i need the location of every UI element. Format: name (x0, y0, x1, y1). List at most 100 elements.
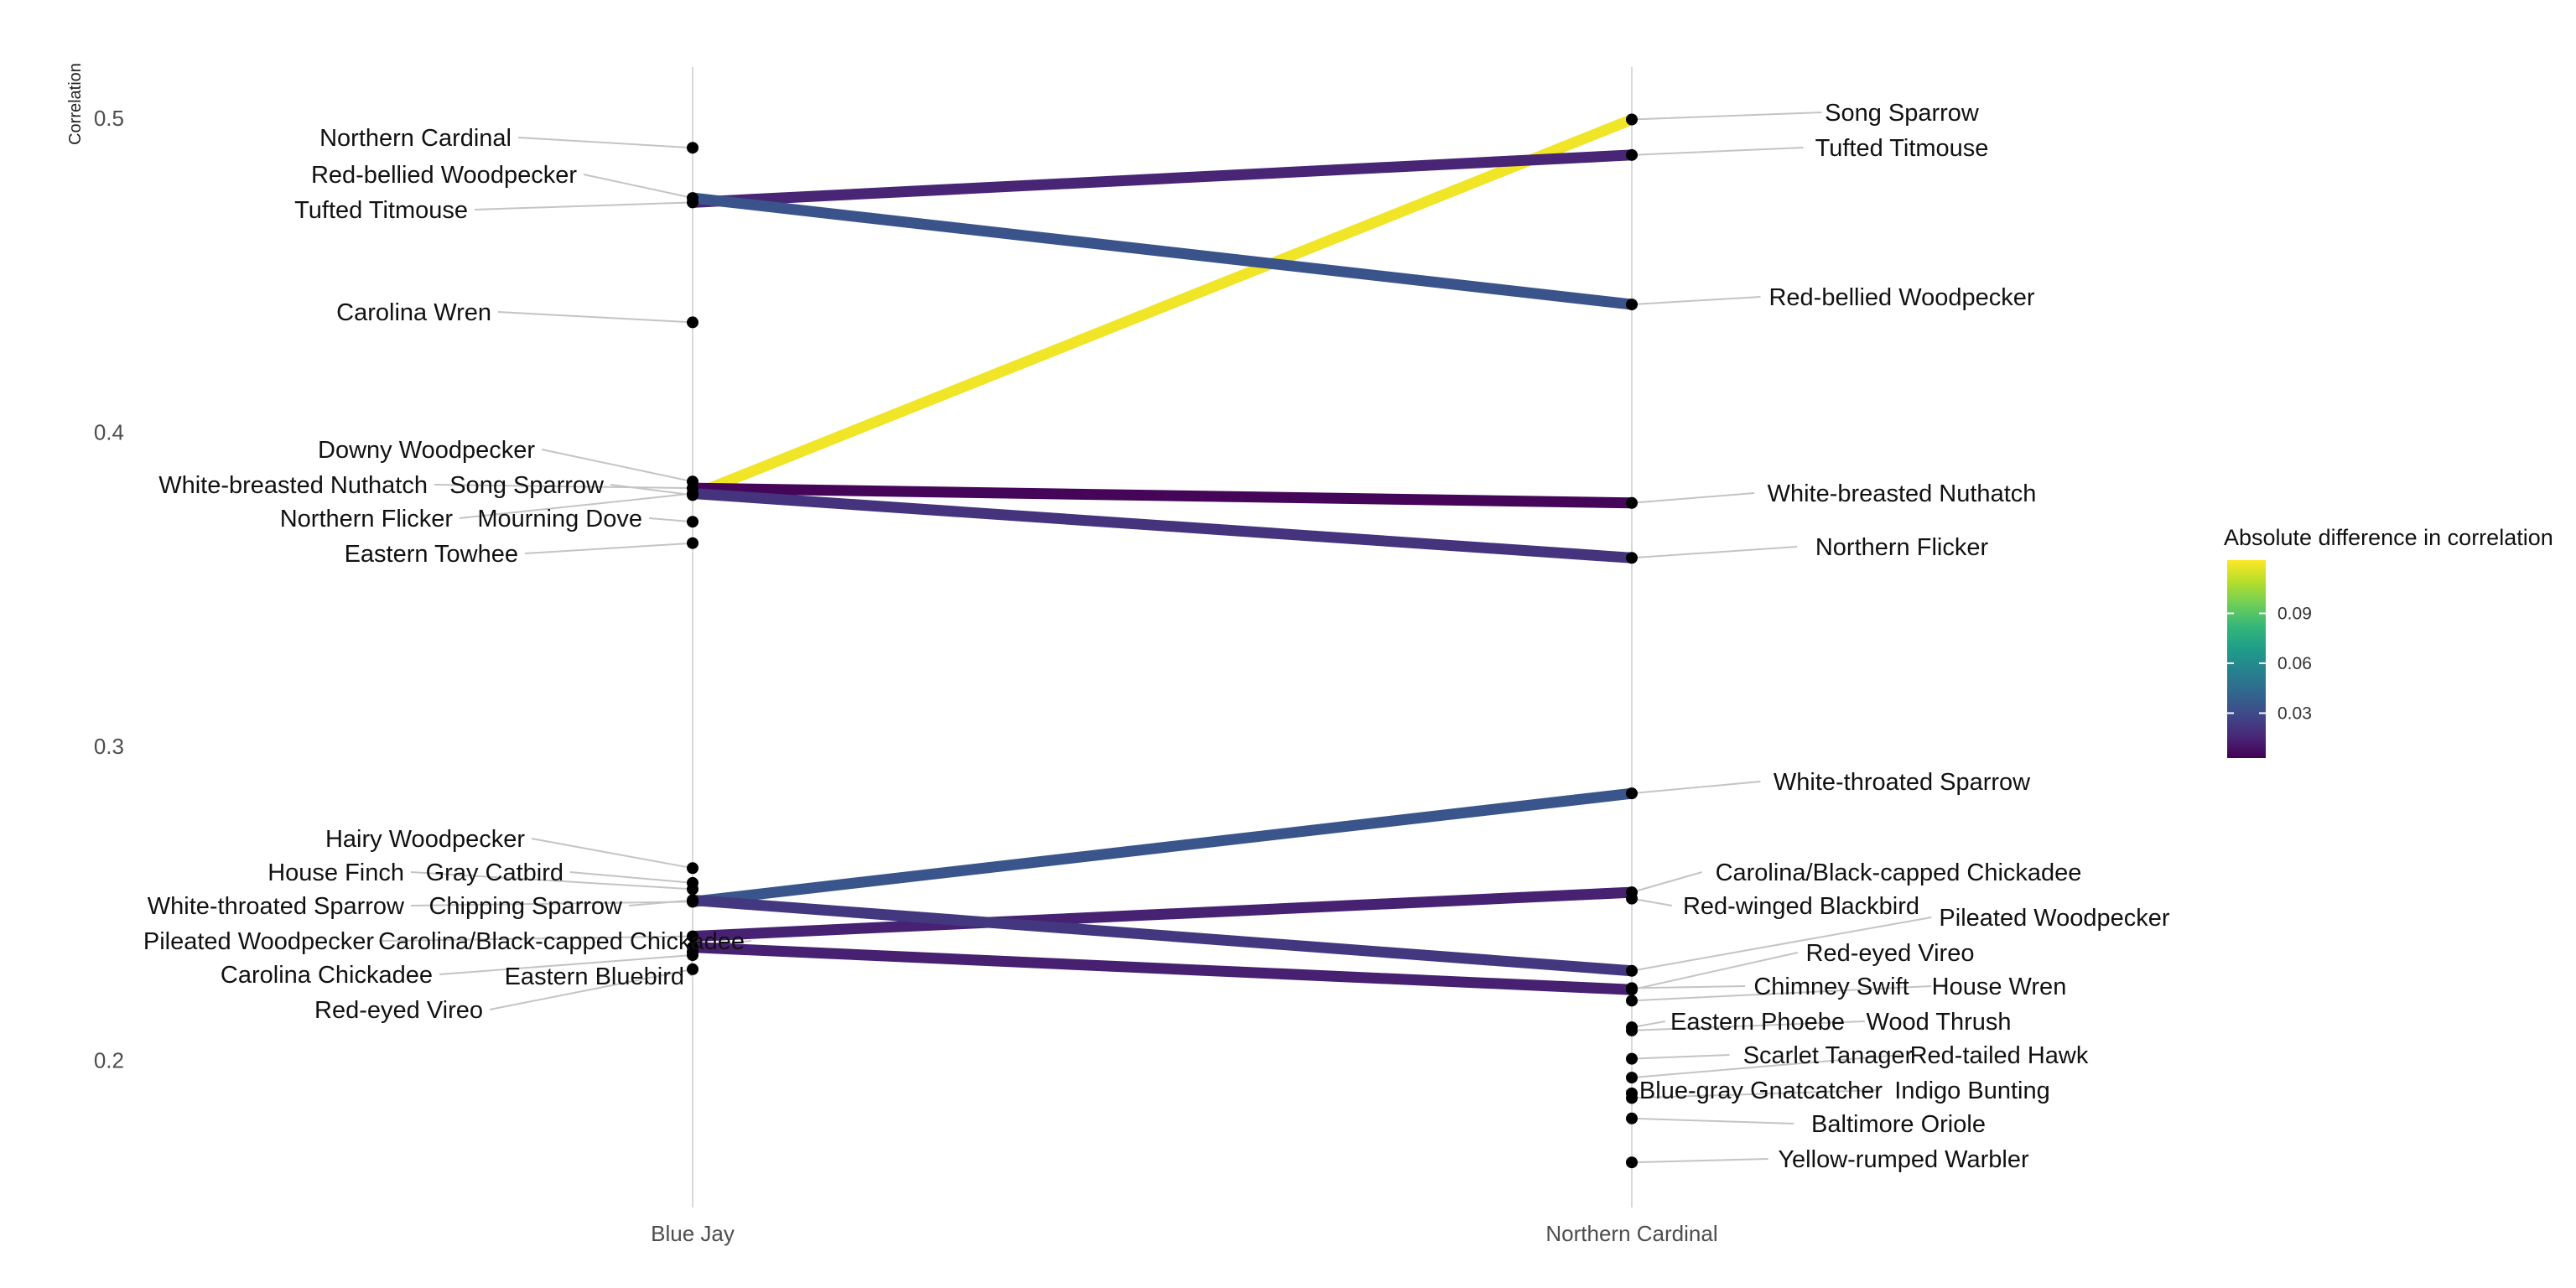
point-label: Northern Cardinal (319, 125, 512, 152)
label-leader (1631, 1158, 1768, 1164)
label-leader (1631, 1021, 1865, 1031)
data-point (1626, 1112, 1638, 1124)
y-tick-label: 0.4 (94, 420, 124, 445)
y-axis: 0.2 0.3 0.4 0.5 (94, 106, 124, 1073)
label-leader (410, 871, 693, 891)
point-label: White-throated Sparrow (1774, 769, 2031, 796)
point-label: Carolina/Black-capped Chickadee (1716, 860, 2082, 886)
data-point (1626, 1072, 1638, 1084)
data-point (1626, 1052, 1638, 1065)
label-leader (1631, 147, 1804, 156)
label-leader (569, 871, 693, 884)
y-axis-title: Correlation (66, 63, 85, 145)
point-label: Baltimore Oriole (1811, 1111, 1986, 1138)
data-point (1626, 892, 1638, 905)
point-label: Red-eyed Vireo (1806, 940, 1975, 967)
legend-tick-label: 0.06 (2277, 654, 2312, 673)
y-tick-label: 0.3 (94, 734, 124, 759)
data-point (687, 316, 699, 329)
label-leader (474, 201, 693, 210)
point-label: Red-winged Blackbird (1683, 893, 1919, 920)
data-point (1626, 148, 1638, 161)
x-tick-label: Northern Cardinal (1545, 1221, 1717, 1246)
point-label: Wood Thrush (1866, 1009, 2011, 1036)
point-label: Song Sparrow (449, 472, 605, 499)
data-point (687, 487, 699, 500)
point-label: Scarlet Tanager (1743, 1042, 1914, 1069)
point-label: Indigo Bunting (1894, 1078, 2049, 1104)
label-leader (583, 174, 693, 200)
point-label: Pileated Woodpecker (143, 928, 374, 955)
data-point (1626, 299, 1638, 311)
data-point (687, 930, 699, 943)
point-label: Red-tailed Hawk (1910, 1042, 2089, 1069)
label-leader (517, 137, 693, 149)
point-label: Red-bellied Woodpecker (311, 162, 577, 189)
point-label: Mourning Dove (477, 506, 642, 532)
x-tick-label: Blue Jay (651, 1221, 735, 1246)
point-label: Carolina Wren (336, 299, 491, 326)
data-point (1626, 995, 1638, 1007)
label-leader (380, 935, 693, 942)
data-point (1626, 496, 1638, 509)
y-tick-label: 0.2 (94, 1048, 124, 1073)
point-labels: Northern Cardinal Red-bellied Woodpecker T… (143, 100, 2170, 1173)
point-label: Eastern Phoebe (1670, 1009, 1845, 1036)
point-label: Pileated Woodpecker (1939, 905, 2169, 932)
label-leader (1631, 897, 1673, 906)
data-point (1626, 1092, 1638, 1104)
slope-segment (692, 488, 1633, 564)
label-leader (439, 954, 693, 975)
point-label: White-throated Sparrow (148, 893, 405, 920)
y-tick-label: 0.5 (94, 106, 124, 131)
point-label: Northern Flicker (280, 506, 454, 532)
label-leader (648, 517, 693, 523)
label-leader (541, 449, 693, 483)
data-point (1626, 113, 1638, 126)
label-leader (1631, 546, 1798, 559)
point-label: Red-eyed Vireo (314, 997, 483, 1024)
label-leader-lines (380, 112, 1932, 1164)
data-point (687, 516, 699, 528)
point-label: Gray Catbird (426, 860, 564, 886)
data-point (1626, 552, 1638, 564)
legend-title: Absolute difference in correlation (2224, 525, 2553, 550)
label-leader (410, 901, 693, 906)
data-point (1626, 964, 1638, 977)
slope-segment (692, 895, 1633, 977)
point-label: White-breasted Nuthatch (158, 472, 428, 499)
point-label: Hairy Woodpecker (325, 826, 525, 853)
label-leader (524, 542, 693, 554)
data-point (687, 196, 699, 209)
label-leader (531, 838, 693, 870)
label-leader (489, 968, 693, 1010)
slope-segment (690, 114, 1634, 501)
slope-segments (690, 114, 1634, 995)
slope-segment (692, 787, 1633, 907)
point-label: Eastern Towhee (345, 541, 518, 568)
label-leader (1631, 985, 1932, 1002)
point-label: House Finch (267, 860, 404, 886)
data-point (687, 963, 699, 975)
data-point (1626, 1156, 1638, 1169)
label-leader (1631, 492, 1755, 504)
point-label: Downy Woodpecker (318, 437, 535, 464)
label-leader (1631, 1054, 1901, 1079)
slope-segment (692, 886, 1633, 943)
data-point (1626, 1024, 1638, 1036)
label-leader (1631, 985, 1746, 989)
slope-segment (692, 149, 1633, 208)
point-label: White-breasted Nuthatch (1768, 480, 2037, 507)
label-leader (1631, 296, 1761, 306)
point-label: Tufted Titmouse (1815, 135, 1989, 162)
label-leader (1631, 871, 1702, 894)
point-label: Carolina/Black-capped Chickadee (378, 928, 745, 955)
point-label: Blue-gray Gnatcatcher (1639, 1078, 1883, 1104)
label-leader (459, 492, 693, 519)
legend-colorbar (2227, 560, 2266, 758)
point-label: Chipping Sparrow (428, 893, 623, 920)
label-leader (434, 484, 693, 490)
slope-segment (692, 192, 1633, 310)
label-leader (1631, 1117, 1794, 1124)
